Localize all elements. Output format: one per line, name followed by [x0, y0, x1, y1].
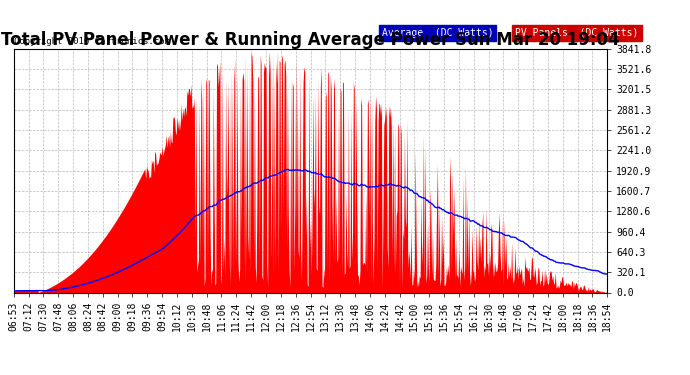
Text: Copyright 2016 Cartronics.com: Copyright 2016 Cartronics.com — [14, 38, 170, 46]
Title: Total PV Panel Power & Running Average Power Sun Mar 20 19:04: Total PV Panel Power & Running Average P… — [1, 31, 620, 49]
Text: PV Panels  (DC Watts): PV Panels (DC Watts) — [515, 28, 639, 38]
Text: Average  (DC Watts): Average (DC Watts) — [382, 28, 493, 38]
